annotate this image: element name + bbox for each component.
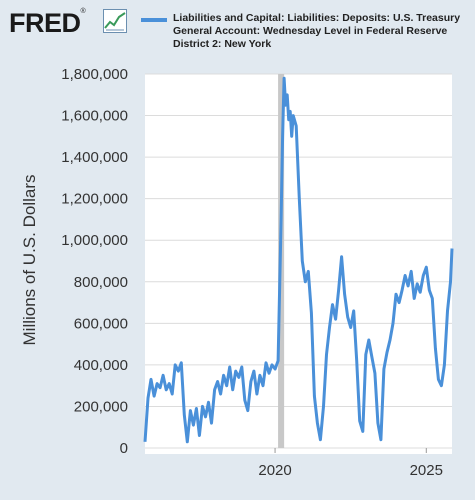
y-tick-label: 1,400,000 (61, 149, 128, 166)
y-tick-label: 0 (120, 440, 128, 457)
y-tick-labels: 0 200,000 400,000 600,000 800,000 1,000,000 1,… (61, 66, 128, 457)
legend-series-label[interactable]: Liabilities and Capital: Liabilities: De… (173, 12, 461, 50)
y-tick-label: 1,800,000 (61, 66, 128, 83)
plot-area (145, 74, 452, 454)
series-group (143, 76, 454, 444)
y-tick-label: 800,000 (74, 274, 128, 291)
x-tick-label: 2020 (258, 462, 291, 479)
fred-logo[interactable]: FRED® (9, 8, 86, 38)
chart-header: FRED® Liabilities and Capital: Liabiliti… (0, 0, 475, 60)
y-tick-label: 1,600,000 (61, 108, 128, 125)
registered-mark: ® (80, 8, 86, 15)
y-tick-label: 200,000 (74, 398, 128, 415)
x-tick-labels: 2020 2025 (258, 448, 443, 479)
line-chart-icon (103, 9, 127, 33)
y-tick-label: 600,000 (74, 315, 128, 332)
y-tick-label: 1,200,000 (61, 191, 128, 208)
y-tick-label: 1,000,000 (61, 232, 128, 249)
legend-swatch (141, 18, 167, 22)
series-line[interactable] (143, 76, 454, 444)
x-tick-label: 2025 (410, 462, 443, 479)
y-tick-label: 400,000 (74, 357, 128, 374)
